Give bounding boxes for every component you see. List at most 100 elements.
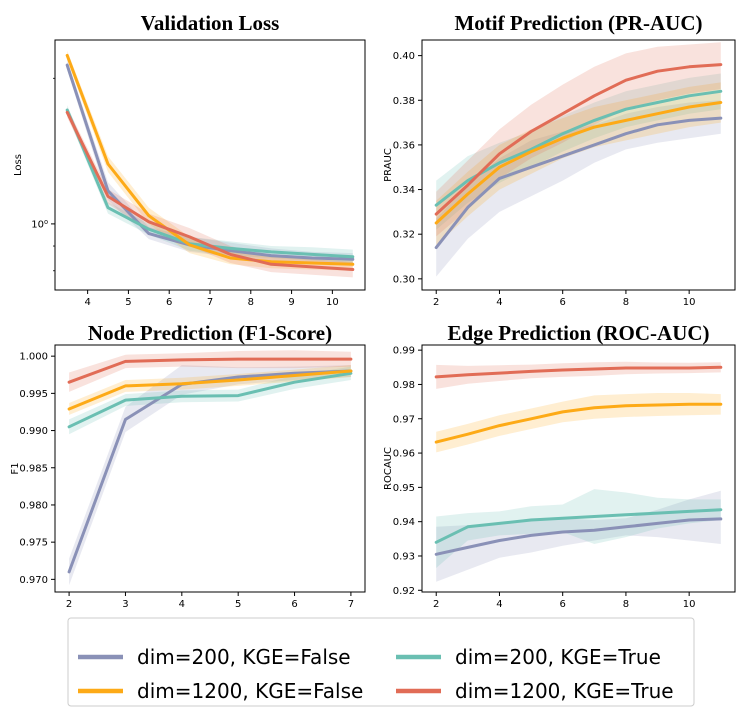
- line-s200F: [65, 63, 355, 261]
- x-tick-label: 10: [683, 599, 696, 610]
- legend-frame: [67, 617, 695, 707]
- x-tick-label: 10: [683, 297, 696, 308]
- x-tick-label: 8: [623, 599, 629, 610]
- band-s200T: [69, 366, 351, 435]
- y-tick-label: 0.32: [393, 230, 415, 241]
- band-s1200F: [436, 393, 721, 453]
- y-axis-label: ROCAUC: [383, 447, 394, 490]
- x-tick-label: 9: [288, 297, 294, 308]
- line-s1200T: [65, 110, 355, 271]
- y-tick-label: 0.92: [393, 586, 415, 597]
- plot-frame: [54, 344, 366, 593]
- legend-item-s200F: dim=200, KGE=False: [78, 645, 351, 669]
- legend-label: dim=200, KGE=False: [137, 645, 351, 669]
- series-lines: [65, 53, 355, 271]
- x-tick-label: 2: [433, 297, 439, 308]
- line-s1200F: [65, 53, 355, 266]
- legend-label: dim=1200, KGE=False: [137, 679, 363, 703]
- y-tick-label: 0.985: [19, 463, 48, 474]
- chart-title: Node Prediction (F1-Score): [88, 321, 332, 345]
- y-tick-label: 0.97: [393, 414, 415, 425]
- x-tick-label: 3: [122, 599, 128, 610]
- line-s1200F: [434, 101, 723, 225]
- line-s200F: [434, 517, 723, 556]
- line-s1200T: [434, 63, 723, 216]
- y-tick-label: 0.975: [19, 538, 48, 549]
- line-s1200F: [67, 369, 353, 411]
- x-tick-label: 7: [348, 599, 354, 610]
- band-s1200T: [67, 107, 353, 278]
- line-s200T: [434, 508, 723, 544]
- series-lines: [434, 63, 723, 250]
- y-tick-label: 0.34: [393, 185, 415, 196]
- band-s1200F: [436, 82, 721, 246]
- x-tick-label: 5: [235, 599, 241, 610]
- y-tick-label: 0.96: [393, 449, 415, 460]
- x-tick-label: 4: [496, 599, 502, 610]
- line-s1200T: [67, 357, 353, 384]
- y-axis-label: PRAUC: [383, 148, 394, 182]
- legend: dim=200, KGE=False dim=200, KGE=True dim=1…: [67, 617, 695, 707]
- y-tick-label: 0.36: [393, 140, 415, 151]
- legend-label: dim=200, KGE=True: [455, 645, 661, 669]
- y-tick-label: 0.30: [393, 274, 415, 285]
- y-axis-label: Loss: [13, 154, 24, 176]
- x-tick-label: 5: [125, 297, 131, 308]
- y-tick-label: 0.93: [393, 551, 415, 562]
- x-tick-label: 8: [623, 297, 629, 308]
- legend-item-s200T: dim=200, KGE=True: [396, 645, 661, 669]
- y-tick-label: 1.000: [19, 352, 48, 363]
- y-tick-label: 0.970: [19, 575, 48, 586]
- band-s200F: [436, 100, 721, 277]
- chart-motif: Motif Prediction (PR-AUC) PRAUC 2 4 6 8 10 0.30…: [383, 11, 736, 308]
- legend-item-s1200F: dim=1200, KGE=False: [78, 679, 363, 703]
- band-s200T: [436, 489, 721, 568]
- chart-title: Motif Prediction (PR-AUC): [454, 11, 702, 35]
- chart-node: Node Prediction (F1-Score) F1 2 3 4 5 6 7 0.970 0…: [10, 321, 366, 610]
- y-tick-label: 0.980: [19, 500, 48, 511]
- x-tick-label: 6: [560, 297, 566, 308]
- y-axis-label: F1: [10, 462, 21, 474]
- line-s200F: [434, 116, 723, 250]
- line-s200T: [67, 371, 353, 429]
- y-tick-label: 0.98: [393, 380, 415, 391]
- x-tick-label: 8: [248, 297, 254, 308]
- x-tick-label: 2: [433, 599, 439, 610]
- series-lines: [434, 365, 723, 556]
- chart-val: Validation Loss Loss 4 5 6 7 8 9 10 10⁰: [13, 11, 366, 308]
- band-s200T: [436, 73, 721, 230]
- x-tick-label: 10: [326, 297, 339, 308]
- legend-label: dim=1200, KGE=True: [455, 679, 674, 703]
- y-tick-label: 0.38: [393, 96, 415, 107]
- y-tick-label: 0.95: [393, 483, 415, 494]
- x-tick-label: 7: [207, 297, 213, 308]
- chart-edge: Edge Prediction (ROC-AUC) ROCAUC 2 4 6 8 10 0.9…: [383, 321, 736, 610]
- line-s200T: [434, 89, 723, 207]
- chart-panels: Validation Loss Loss 4 5 6 7 8 9 10 10⁰ Motif Pred…: [10, 11, 736, 610]
- confidence-bands: [67, 50, 353, 278]
- line-s1200F: [434, 402, 723, 444]
- line-s200T: [65, 108, 355, 259]
- series-lines: [67, 357, 353, 574]
- x-tick-label: 6: [291, 599, 297, 610]
- y-tick-label: 10⁰: [31, 219, 48, 230]
- x-tick-label: 2: [66, 599, 72, 610]
- x-tick-label: 6: [166, 297, 172, 308]
- x-tick-label: 4: [179, 599, 185, 610]
- line-s1200T: [434, 365, 723, 379]
- x-tick-label: 4: [496, 297, 502, 308]
- legend-item-s1200T: dim=1200, KGE=True: [396, 679, 674, 703]
- band-s200F: [69, 365, 351, 586]
- band-s1200T: [436, 42, 721, 237]
- confidence-bands: [69, 350, 351, 586]
- chart-title: Validation Loss: [141, 11, 280, 35]
- confidence-bands: [436, 361, 721, 582]
- y-tick-label: 0.40: [393, 51, 415, 62]
- y-tick-label: 0.990: [19, 426, 48, 437]
- y-tick-label: 0.99: [393, 346, 415, 357]
- confidence-bands: [436, 42, 721, 277]
- plot-frame: [421, 39, 736, 291]
- chart-title: Edge Prediction (ROC-AUC): [447, 321, 709, 345]
- y-tick-label: 0.995: [19, 389, 48, 400]
